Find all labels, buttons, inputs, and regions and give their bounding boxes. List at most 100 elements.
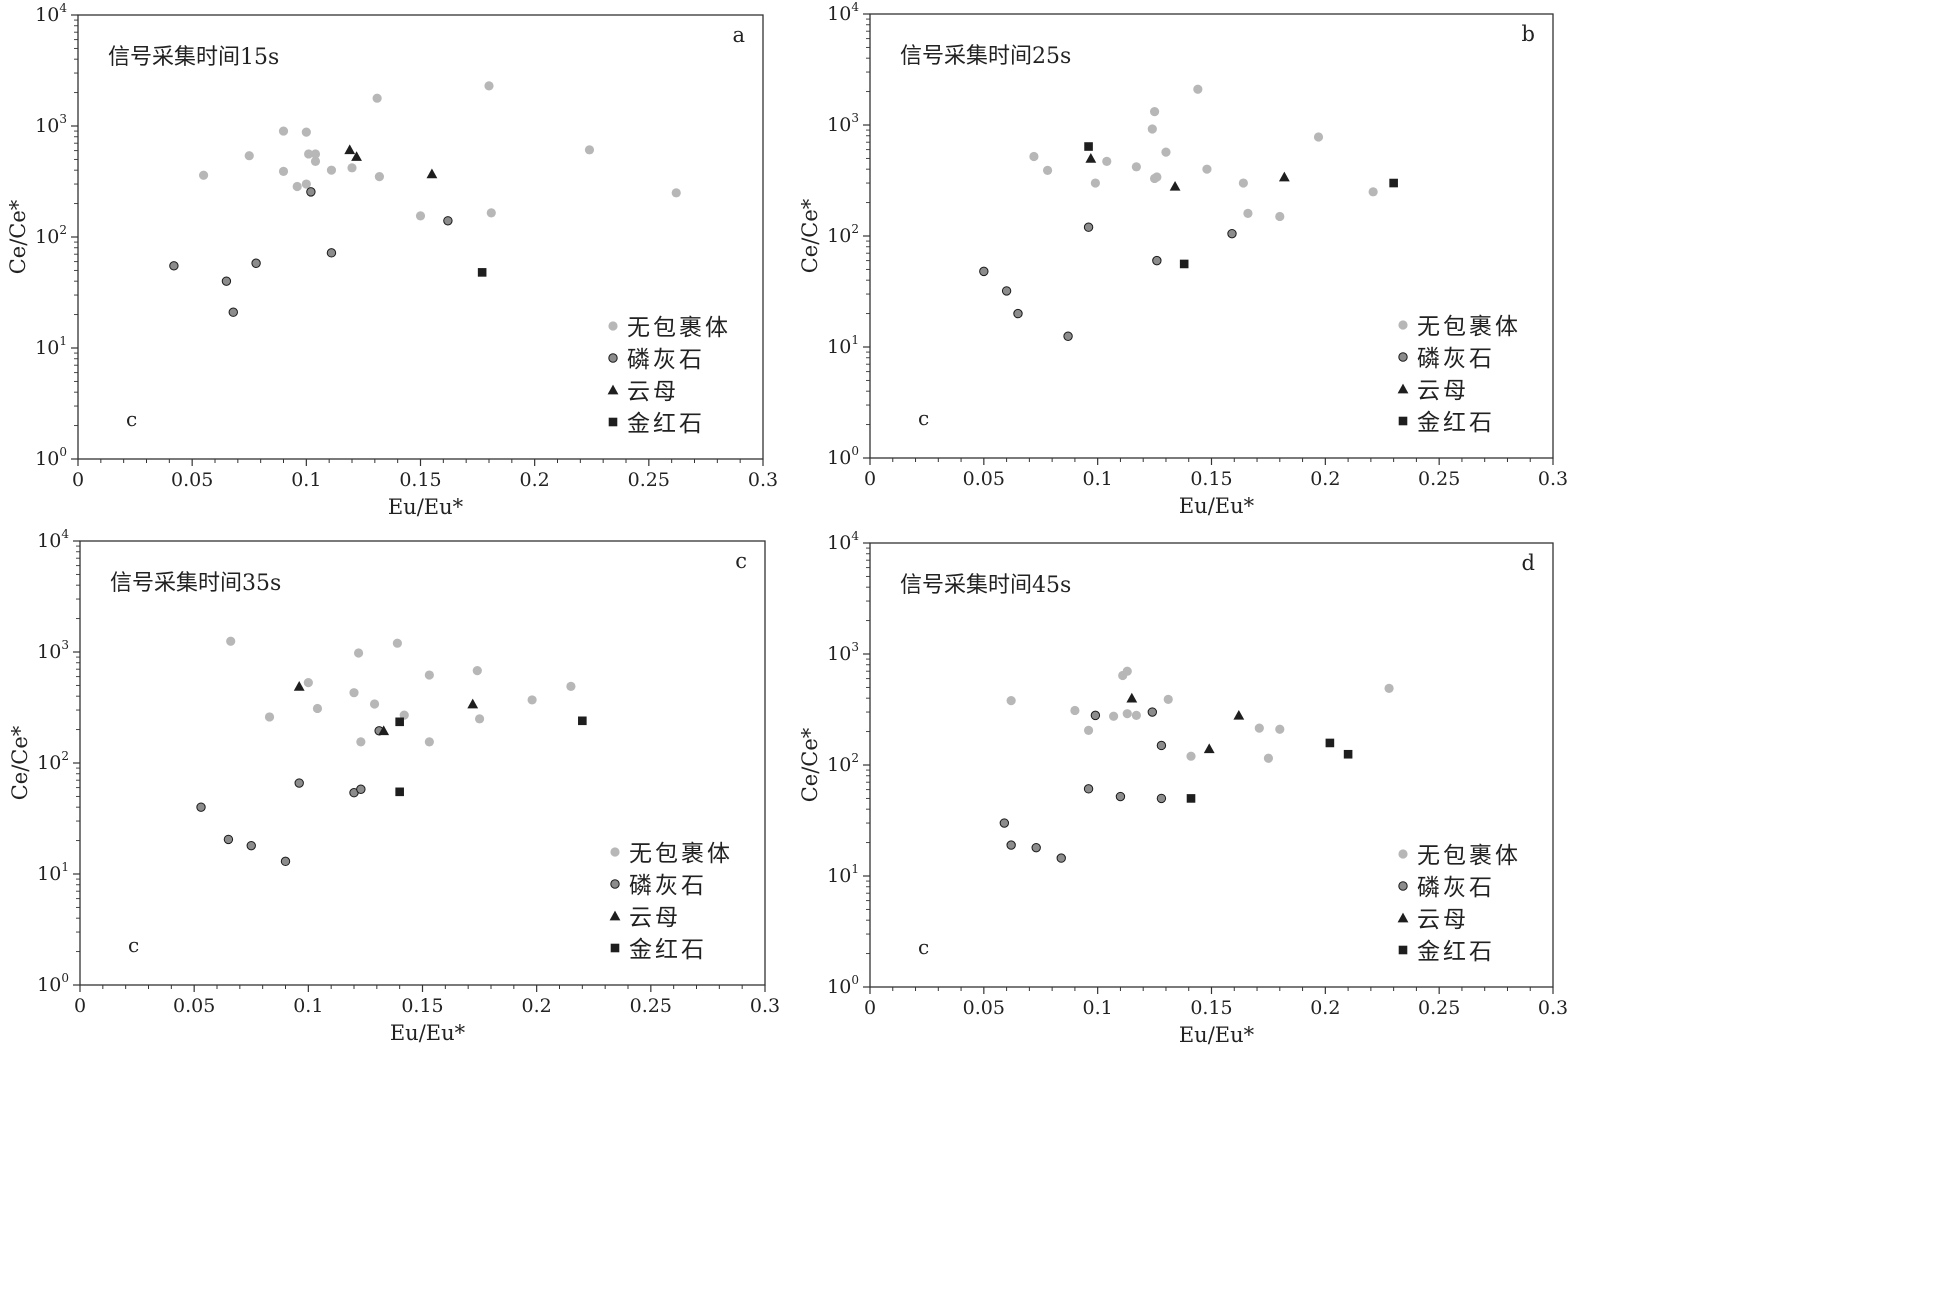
panel-c: 0 0.05 0.1 0.15 0.2 0.25 0.3100101102103104Eu/… [8, 527, 780, 1045]
data-point [1186, 751, 1196, 761]
legend-marker [608, 353, 618, 363]
y-tick-exponent: 0 [61, 971, 69, 985]
corner-label: c [126, 407, 137, 431]
legend-marker [610, 847, 620, 857]
data-point [326, 248, 337, 258]
x-tick-label: 0.25 [628, 469, 670, 491]
y-tick-label: 102 [37, 749, 69, 774]
data-point [1056, 853, 1066, 863]
panel-title: 信号采集时间45s [900, 573, 1071, 598]
y-axis-label: Ce/Ce* [798, 727, 822, 802]
data-point [1179, 259, 1189, 269]
x-tick-label: 0 [864, 468, 876, 490]
data-point [566, 681, 576, 691]
series-3 [1186, 738, 1353, 803]
data-point [1203, 743, 1215, 754]
legend-marker [607, 384, 619, 395]
x-axis-label: Eu/Eu* [1179, 494, 1255, 518]
data-point [1090, 178, 1100, 188]
y-tick-base: 10 [35, 448, 59, 470]
data-point [584, 145, 595, 155]
legend-label: 无包裹体 [1417, 314, 1521, 340]
y-tick-base: 10 [37, 530, 61, 552]
x-tick-label: 0.1 [291, 469, 321, 491]
data-point [351, 151, 362, 161]
legend-marker [610, 879, 620, 889]
corner-label: c [128, 933, 139, 957]
data-point [1368, 187, 1378, 197]
x-tick-label: 0 [864, 997, 876, 1019]
data-point [292, 181, 302, 192]
legend-label: 金红石 [629, 937, 707, 963]
y-tick-label: 101 [827, 862, 859, 887]
x-tick-label: 0.3 [750, 995, 780, 1017]
y-tick-base: 10 [37, 863, 61, 885]
data-point [1131, 162, 1141, 172]
data-point [1126, 692, 1138, 703]
series-2 [344, 144, 438, 179]
y-tick-exponent: 4 [59, 1, 67, 15]
legend-marker [1397, 912, 1409, 923]
data-point [264, 712, 275, 722]
x-axis-label: Eu/Eu* [388, 495, 464, 519]
data-point [1161, 147, 1171, 157]
x-tick-label: 0.1 [293, 995, 323, 1017]
data-point [1193, 84, 1203, 94]
data-point [1263, 753, 1274, 763]
data-point [280, 856, 291, 867]
x-tick-label: 0.3 [1538, 997, 1568, 1019]
data-point [293, 680, 305, 691]
legend-label: 云母 [1417, 907, 1469, 933]
data-point [1275, 211, 1285, 222]
panel-letter: a [732, 23, 745, 47]
y-tick-exponent: 2 [61, 749, 69, 763]
y-tick-exponent: 3 [851, 640, 859, 654]
data-point [226, 636, 236, 646]
data-point [1102, 156, 1112, 166]
data-point [424, 737, 434, 747]
data-point [1186, 794, 1196, 803]
x-tick-label: 0.1 [1083, 997, 1113, 1019]
y-axis-label: Ce/Ce* [798, 198, 822, 273]
data-point [1389, 178, 1398, 188]
data-point [1083, 222, 1094, 232]
legend-marker [1397, 383, 1409, 394]
series-2 [293, 680, 479, 736]
data-point [415, 211, 426, 221]
y-tick-base: 10 [35, 4, 59, 26]
y-tick-exponent: 4 [851, 529, 859, 543]
data-point [1313, 132, 1324, 142]
y-tick-base: 10 [827, 114, 851, 136]
y-tick-exponent: 0 [851, 973, 859, 987]
legend-marker [1398, 881, 1408, 891]
legend-label: 金红石 [627, 411, 705, 437]
data-point [310, 156, 321, 166]
y-tick-label: 101 [827, 333, 859, 358]
data-point [301, 179, 311, 189]
corner-label: c [918, 935, 929, 959]
data-point [347, 163, 357, 173]
panel-letter: d [1522, 551, 1535, 575]
data-point [306, 187, 316, 197]
y-tick-label: 102 [827, 751, 859, 776]
y-tick-base: 10 [35, 337, 59, 359]
data-point [251, 258, 261, 268]
x-tick-label: 0.15 [401, 995, 443, 1017]
data-point [1122, 709, 1132, 719]
data-point [578, 716, 587, 726]
data-point [1243, 208, 1253, 218]
y-tick-exponent: 3 [851, 111, 859, 125]
data-point [1006, 696, 1016, 706]
data-point [1156, 793, 1167, 804]
y-tick-exponent: 1 [59, 334, 67, 348]
legend-label: 云母 [1417, 378, 1469, 404]
x-tick-label: 0.25 [1418, 997, 1460, 1019]
data-point [426, 168, 438, 179]
y-tick-base: 10 [37, 752, 61, 774]
series-2 [1085, 153, 1290, 191]
y-tick-exponent: 1 [61, 860, 69, 874]
data-point [353, 648, 364, 658]
data-point [979, 266, 989, 277]
